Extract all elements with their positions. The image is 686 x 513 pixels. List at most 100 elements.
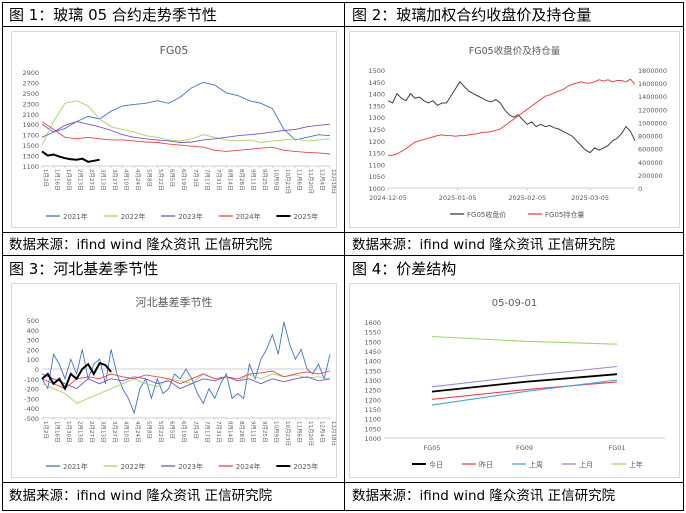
legend-label: 2021年 xyxy=(63,212,88,221)
grid-divider xyxy=(3,232,683,233)
x-tick-label: 7月31日 xyxy=(215,169,222,191)
legend-label: 2024年 xyxy=(236,212,261,221)
x-tick-label: 1月30日 xyxy=(65,421,72,443)
x-tick-label: 5月22日 xyxy=(157,421,164,443)
panel-1-source: 数据来源：ifind wind 隆众资讯 正信研究院 xyxy=(9,237,273,253)
series-line-4 xyxy=(41,370,331,390)
x-tick-label: FG01 xyxy=(608,444,625,452)
x-tick-label: 7月3日 xyxy=(192,421,199,439)
legend-label: 今日 xyxy=(429,460,443,469)
y-tick-label: 500 xyxy=(27,317,39,325)
x-tick-label: 2月13日 xyxy=(77,169,84,191)
x-tick-label: FG05 xyxy=(423,444,440,452)
x-tick-label: 4月24日 xyxy=(134,169,141,191)
panel-3-title: 图 3：河北基差季节性 xyxy=(9,260,159,278)
x-tick-label: 9月11日 xyxy=(249,421,256,443)
x-tick-label: 1月30日 xyxy=(65,169,72,191)
y-tick-label: 300 xyxy=(27,337,39,345)
x-tick-label: 2024-12-05 xyxy=(369,194,407,202)
y-tick-label: 1600 xyxy=(364,319,381,327)
y-tick-label: 1000 xyxy=(368,185,385,193)
grid-divider xyxy=(3,26,683,27)
y-tick-label: 200 xyxy=(27,346,39,354)
y-tick-label: 1050 xyxy=(368,173,385,181)
legend-label: 2021年 xyxy=(63,462,88,471)
series-line-3 xyxy=(431,379,618,406)
x-tick-label: 7月17日 xyxy=(203,169,210,191)
legend-label: 2022年 xyxy=(121,462,146,471)
x-tick-label: 12月4日 xyxy=(318,169,325,191)
y2-tick-label: 0 xyxy=(638,185,642,193)
series-line-2 xyxy=(388,78,636,156)
legend-label: 昨日 xyxy=(479,460,493,469)
y2-tick-label: 200000 xyxy=(638,172,663,180)
x-tick-label: 1月2日 xyxy=(42,421,49,439)
y-tick-label: 1400 xyxy=(364,358,381,366)
panel-1-chart: FG05 1100 1300 1500 1700 1900 2100 2300 2500 2700… xyxy=(22,44,337,221)
y-tick-label: 1000 xyxy=(364,435,381,443)
series-line-3 xyxy=(41,121,331,143)
x-tick-label: 8月14日 xyxy=(226,421,233,443)
x-tick-label: 4月10日 xyxy=(123,169,130,191)
chart-title: 05-09-01 xyxy=(492,298,537,309)
x-tick-label: 3月27日 xyxy=(111,421,118,443)
x-tick-label: 1月2日 xyxy=(42,169,49,187)
x-tick-label: 3月13日 xyxy=(100,169,107,191)
y-tick-label: 1150 xyxy=(368,150,385,158)
legend-label: FG05持仓量 xyxy=(545,210,584,219)
y-tick-label: 0 xyxy=(35,366,39,374)
chart-title: FG05 xyxy=(160,44,189,57)
panel-4-title: 图 4：价差结构 xyxy=(352,260,457,278)
y-tick-label: 1300 xyxy=(364,377,381,385)
chart-title: 河北基差季节性 xyxy=(136,295,213,309)
x-tick-label: 10月23日 xyxy=(284,421,291,446)
series-line-1 xyxy=(41,321,331,415)
x-tick-label: 10月9日 xyxy=(272,421,279,443)
y-tick-label: 1450 xyxy=(364,348,381,356)
series-line-5 xyxy=(41,361,112,391)
grid-divider xyxy=(3,482,683,483)
series-line-3 xyxy=(41,373,331,390)
x-tick-label: 2025-03-05 xyxy=(571,194,609,202)
y-tick-label: 1100 xyxy=(368,161,385,169)
x-tick-label: 8月28日 xyxy=(238,421,245,443)
y-tick-label: 1300 xyxy=(22,153,39,161)
x-tick-label: 11月6日 xyxy=(295,421,302,443)
panel-2-title: 图 2：玻璃加权合约收盘价及持仓量 xyxy=(352,6,592,24)
panel-3-source: 数据来源：ifind wind 隆众资讯 正信研究院 xyxy=(9,488,273,504)
x-tick-label: 5月8日 xyxy=(146,169,153,187)
y-tick-label: 1500 xyxy=(22,142,39,150)
x-tick-label: 7月3日 xyxy=(192,169,199,187)
x-tick-label: 4月10日 xyxy=(123,421,130,443)
x-tick-label: 1月16日 xyxy=(54,421,61,443)
y-tick-label: 2100 xyxy=(22,111,39,119)
x-tick-label: 6月19日 xyxy=(180,421,187,443)
x-tick-label: 5月8日 xyxy=(146,421,153,439)
legend-label: FG05收盘价 xyxy=(467,210,506,219)
x-tick-label: 6月5日 xyxy=(169,421,176,439)
y-tick-label: 2700 xyxy=(22,79,39,87)
x-tick-label: 5月22日 xyxy=(157,169,164,191)
x-tick-label: 8月14日 xyxy=(226,169,233,191)
y-tick-label: 1100 xyxy=(364,416,381,424)
x-tick-label: 2025-02-05 xyxy=(508,194,546,202)
grid-divider xyxy=(3,255,683,256)
y-tick-label: -200 xyxy=(24,386,39,394)
series-line-2 xyxy=(41,100,331,146)
x-tick-label: 7月17日 xyxy=(203,421,210,443)
x-tick-label: 12月18日 xyxy=(330,169,336,194)
x-tick-label: 4月24日 xyxy=(134,421,141,443)
series-line-5 xyxy=(431,335,618,345)
panel-3-chart-frame: 河北基差季节性 -500 -400 -300 -200 -100 0 100 200 300 400… xyxy=(11,283,337,478)
x-tick-label: 9月11日 xyxy=(249,169,256,190)
y-tick-label: 1100 xyxy=(22,163,39,171)
y-tick-label: 1250 xyxy=(364,387,381,395)
legend-label: 上月 xyxy=(579,460,593,469)
y-tick-label: 1450 xyxy=(368,79,385,87)
legend-label: 上年 xyxy=(629,460,643,469)
y-tick-label: 1050 xyxy=(364,425,381,433)
y-tick-label: 1900 xyxy=(22,121,39,129)
